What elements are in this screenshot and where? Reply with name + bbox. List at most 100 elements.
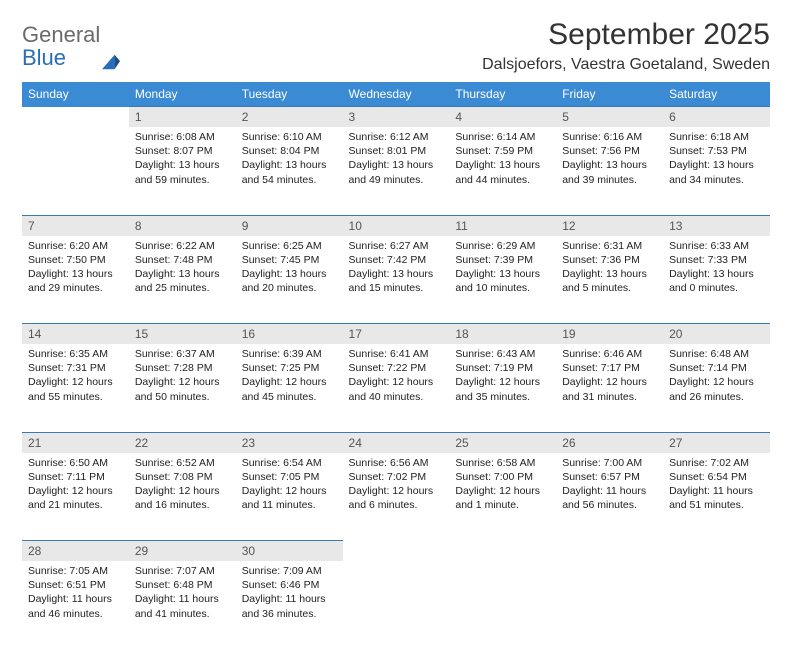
week-row: Sunrise: 6:20 AMSunset: 7:50 PMDaylight:… (22, 236, 770, 324)
day-cell: Sunrise: 6:08 AMSunset: 8:07 PMDaylight:… (129, 127, 236, 215)
daylight-text: Daylight: 12 hours and 1 minute. (455, 484, 550, 512)
day-cell: Sunrise: 6:58 AMSunset: 7:00 PMDaylight:… (449, 453, 556, 541)
week-row: Sunrise: 6:50 AMSunset: 7:11 PM Daylight:… (22, 453, 770, 541)
day-cell: Sunrise: 6:56 AMSunset: 7:02 PMDaylight:… (343, 453, 450, 541)
day-number: 3 (343, 107, 450, 128)
col-sunday: Sunday (22, 82, 129, 107)
col-saturday: Saturday (663, 82, 770, 107)
day-cell (556, 561, 663, 649)
calendar-page: General Blue September 2025 Dalsjoefors,… (0, 0, 792, 667)
sunset-text: Sunset: 6:51 PM (28, 578, 123, 592)
sunset-text: Sunset: 7:00 PM (455, 470, 550, 484)
sunrise-text: Sunrise: 6:20 AM (28, 239, 123, 253)
sunset-text: Sunset: 7:28 PM (135, 361, 230, 375)
daynum-row: 282930 (22, 541, 770, 562)
day-number: 12 (556, 215, 663, 236)
sunrise-text: Sunrise: 6:31 AM (562, 239, 657, 253)
sunrise-text: Sunrise: 7:07 AM (135, 564, 230, 578)
day-cell: Sunrise: 6:29 AMSunset: 7:39 PMDaylight:… (449, 236, 556, 324)
daynum-row: 21222324252627 (22, 432, 770, 453)
daynum-row: 14151617181920 (22, 324, 770, 345)
location-text: Dalsjoefors, Vaestra Goetaland, Sweden (482, 56, 770, 74)
sunrise-text: Sunrise: 6:22 AM (135, 239, 230, 253)
daylight-text: Daylight: 11 hours and 56 minutes. (562, 484, 657, 512)
col-tuesday: Tuesday (236, 82, 343, 107)
sunset-text: Sunset: 7:14 PM (669, 361, 764, 375)
sunrise-text: Sunrise: 6:43 AM (455, 347, 550, 361)
daylight-text: Daylight: 13 hours and 39 minutes. (562, 158, 657, 186)
sunset-text: Sunset: 7:19 PM (455, 361, 550, 375)
day-cell: Sunrise: 6:39 AMSunset: 7:25 PMDaylight:… (236, 344, 343, 432)
day-number (343, 541, 450, 562)
day-cell: Sunrise: 6:18 AMSunset: 7:53 PMDaylight:… (663, 127, 770, 215)
brand-logo: General Blue (22, 18, 120, 70)
daylight-text: Daylight: 12 hours and 35 minutes. (455, 375, 550, 403)
day-number: 15 (129, 324, 236, 345)
day-cell: Sunrise: 7:02 AMSunset: 6:54 PMDaylight:… (663, 453, 770, 541)
page-title: September 2025 (482, 18, 770, 52)
sunset-text: Sunset: 6:57 PM (562, 470, 657, 484)
sunset-text: Sunset: 7:02 PM (349, 470, 444, 484)
daylight-text: Daylight: 11 hours and 46 minutes. (28, 592, 123, 620)
day-number: 20 (663, 324, 770, 345)
sunrise-text: Sunrise: 6:50 AM (28, 456, 123, 470)
sunrise-text: Sunrise: 6:54 AM (242, 456, 337, 470)
day-number: 19 (556, 324, 663, 345)
sunset-text: Sunset: 7:31 PM (28, 361, 123, 375)
col-monday: Monday (129, 82, 236, 107)
sunset-text: Sunset: 6:46 PM (242, 578, 337, 592)
sunrise-text: Sunrise: 6:48 AM (669, 347, 764, 361)
week-row: Sunrise: 6:35 AMSunset: 7:31 PMDaylight:… (22, 344, 770, 432)
day-cell: Sunrise: 6:14 AMSunset: 7:59 PMDaylight:… (449, 127, 556, 215)
week-row: Sunrise: 6:08 AMSunset: 8:07 PMDaylight:… (22, 127, 770, 215)
sunset-text: Sunset: 6:48 PM (135, 578, 230, 592)
day-number: 2 (236, 107, 343, 128)
day-number (556, 541, 663, 562)
day-number (449, 541, 556, 562)
title-block: September 2025 Dalsjoefors, Vaestra Goet… (482, 18, 770, 74)
daylight-text: Daylight: 13 hours and 54 minutes. (242, 158, 337, 186)
daylight-text: Daylight: 12 hours and 16 minutes. (135, 484, 230, 512)
sunrise-text: Sunrise: 6:58 AM (455, 456, 550, 470)
day-cell: Sunrise: 6:35 AMSunset: 7:31 PMDaylight:… (22, 344, 129, 432)
sunrise-text: Sunrise: 7:02 AM (669, 456, 764, 470)
week-row: Sunrise: 7:05 AMSunset: 6:51 PMDaylight:… (22, 561, 770, 649)
triangle-icon (102, 54, 120, 70)
day-number: 16 (236, 324, 343, 345)
daylight-text: Daylight: 13 hours and 15 minutes. (349, 267, 444, 295)
day-cell: Sunrise: 6:37 AMSunset: 7:28 PMDaylight:… (129, 344, 236, 432)
sunrise-text: Sunrise: 6:33 AM (669, 239, 764, 253)
day-number: 5 (556, 107, 663, 128)
day-cell: Sunrise: 6:31 AMSunset: 7:36 PMDaylight:… (556, 236, 663, 324)
sunrise-text: Sunrise: 7:09 AM (242, 564, 337, 578)
sunrise-text: Sunrise: 6:41 AM (349, 347, 444, 361)
daylight-text: Daylight: 13 hours and 29 minutes. (28, 267, 123, 295)
daylight-text: Daylight: 12 hours and 40 minutes. (349, 375, 444, 403)
daylight-text: Daylight: 13 hours and 20 minutes. (242, 267, 337, 295)
day-cell: Sunrise: 6:22 AMSunset: 7:48 PMDaylight:… (129, 236, 236, 324)
sunset-text: Sunset: 7:22 PM (349, 361, 444, 375)
day-cell: Sunrise: 7:05 AMSunset: 6:51 PMDaylight:… (22, 561, 129, 649)
sunset-text: Sunset: 6:54 PM (669, 470, 764, 484)
daylight-text: Daylight: 11 hours and 51 minutes. (669, 484, 764, 512)
sunset-text: Sunset: 7:11 PM (28, 470, 123, 484)
sunset-text: Sunset: 7:53 PM (669, 144, 764, 158)
day-cell (449, 561, 556, 649)
sunrise-text: Sunrise: 6:25 AM (242, 239, 337, 253)
day-cell: Sunrise: 6:54 AMSunset: 7:05 PMDaylight:… (236, 453, 343, 541)
daynum-row: 78910111213 (22, 215, 770, 236)
day-cell: Sunrise: 6:33 AMSunset: 7:33 PMDaylight:… (663, 236, 770, 324)
daylight-text: Daylight: 13 hours and 10 minutes. (455, 267, 550, 295)
daylight-text: Daylight: 13 hours and 34 minutes. (669, 158, 764, 186)
daylight-text: Daylight: 13 hours and 44 minutes. (455, 158, 550, 186)
daynum-row: 123456 (22, 107, 770, 128)
day-number: 26 (556, 432, 663, 453)
day-number: 6 (663, 107, 770, 128)
day-number: 23 (236, 432, 343, 453)
sunrise-text: Sunrise: 6:46 AM (562, 347, 657, 361)
calendar-table: Sunday Monday Tuesday Wednesday Thursday… (22, 82, 770, 649)
day-number: 11 (449, 215, 556, 236)
day-number: 22 (129, 432, 236, 453)
day-cell: Sunrise: 6:20 AMSunset: 7:50 PMDaylight:… (22, 236, 129, 324)
sunset-text: Sunset: 7:05 PM (242, 470, 337, 484)
